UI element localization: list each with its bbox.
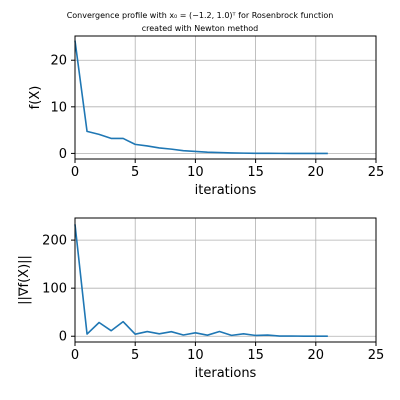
- plot-area: [75, 36, 376, 159]
- x-tick-label: 15: [247, 165, 264, 180]
- plot-area: [75, 218, 376, 342]
- x-axis-label: iterations: [195, 366, 257, 381]
- x-tick-label: 15: [247, 348, 264, 363]
- x-tick-label: 20: [308, 348, 325, 363]
- series-line: [74, 40, 328, 155]
- y-tick-label: 10: [50, 100, 67, 115]
- x-tick-label: 10: [187, 348, 204, 363]
- x-tick-label: 5: [131, 348, 139, 363]
- series-line: [74, 224, 328, 338]
- axes-frame: [74, 35, 377, 160]
- x-tick-label: 25: [368, 348, 385, 363]
- y-tick-label: 20: [50, 54, 67, 69]
- y-axis-label: f(X): [28, 86, 43, 110]
- axes-frame: [74, 217, 377, 343]
- x-tick-label: 0: [71, 348, 79, 363]
- x-tick-label: 20: [308, 165, 325, 180]
- y-axis-label: ||∇f(X)||: [17, 255, 32, 305]
- y-tick-label: 0: [59, 330, 67, 345]
- chart-title-line-1: Convergence profile with x₀ = (−1.2, 1.0…: [67, 11, 334, 20]
- function-value-plot: 0 5 10 15 20 25 0 10 20 iterations f(X): [28, 35, 385, 198]
- y-tick-label: 200: [42, 234, 67, 249]
- x-tick-label: 25: [368, 165, 385, 180]
- x-axis-label: iterations: [195, 183, 257, 198]
- y-tick-label: 100: [42, 282, 67, 297]
- x-tick-label: 5: [131, 165, 139, 180]
- x-tick-label: 10: [187, 165, 204, 180]
- x-tick-label: 0: [71, 165, 79, 180]
- y-tick-label: 0: [59, 147, 67, 162]
- chart-title-line-2: created with Newton method: [142, 24, 259, 33]
- gradient-norm-plot: 0 5 10 15 20 25 0 100 200 iterations ||∇f(X)||: [17, 217, 385, 381]
